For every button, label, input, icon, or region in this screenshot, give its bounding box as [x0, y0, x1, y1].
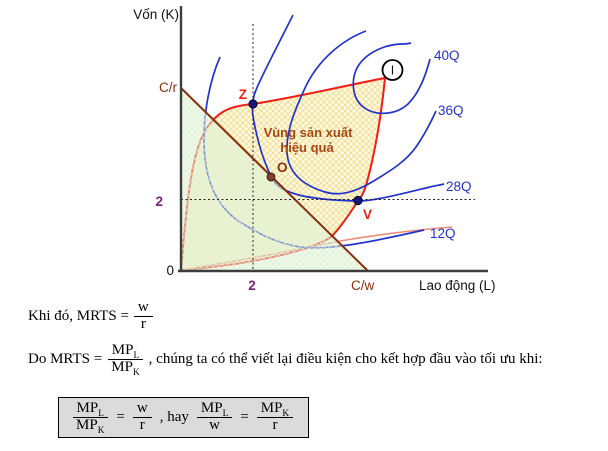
fraction-w-over-r: w r	[133, 299, 153, 333]
point-o-dot	[266, 172, 276, 182]
isoquant-28q-label: 28Q	[446, 179, 472, 194]
fraction-mpl-over-mpk: MPL MPK	[107, 342, 144, 377]
isocost-y-intercept-label: C/r	[159, 80, 178, 95]
isocost-x-intercept-label: C/w	[351, 278, 375, 293]
fraction-w-over-r-boxed: w r	[132, 400, 152, 434]
point-v-label: V	[363, 207, 372, 222]
equals-sign-1: =	[116, 408, 125, 425]
isoquant-40q-curve	[352, 42, 431, 115]
point-z-dot	[248, 99, 258, 109]
efficient-region-label-line2: hiệu quả	[280, 140, 334, 155]
isoquant-12q-label: 12Q	[430, 226, 456, 241]
isoquant-36q-label: 36Q	[438, 103, 464, 118]
efficient-region-label-line1: Vùng sản xuất	[264, 125, 354, 140]
connector-hay: , hay	[159, 408, 189, 425]
optimal-condition-formula-box: MPL MPK = w r , hay MPL w = MPK r	[58, 397, 310, 438]
point-z-label: Z	[239, 87, 247, 102]
point-v-dot	[353, 195, 363, 206]
isoquant-28q-curve	[251, 14, 445, 202]
point-i-label: I	[391, 64, 394, 78]
equation-line-2: Do MRTS = MPL MPK , chúng ta có thể viết…	[28, 342, 543, 377]
line2-text-suffix: , chúng ta có thể viết lại điều kiện cho…	[148, 350, 543, 367]
fraction-mpl-over-mpk-boxed: MPL MPK	[72, 400, 108, 435]
x-tick-label: 2	[248, 278, 256, 293]
equation-line-1: Khi đó, MRTS = w r	[28, 299, 158, 333]
x-axis-label: Lao động (L)	[419, 278, 496, 293]
point-o-label: O	[277, 160, 288, 175]
y-tick-label: 2	[155, 194, 163, 209]
origin-label: 0	[166, 263, 174, 278]
line2-text-prefix: Do MRTS =	[28, 350, 103, 367]
equals-sign-2: =	[240, 408, 249, 425]
y-axis-label: Vốn (K)	[133, 7, 179, 22]
isoquant-ridge-line-diagram: Vốn (K) Lao động (L) 0 C/r C/w 2 2 Z O V…	[133, 6, 496, 293]
isoquant-36q-curve	[286, 30, 437, 195]
fraction-mpl-over-w: MPL w	[196, 400, 233, 434]
point-i-circle	[381, 59, 404, 81]
line1-text: Khi đó, MRTS =	[28, 307, 129, 324]
fraction-mpk-over-r: MPK r	[256, 400, 294, 434]
isoquant-40q-label: 40Q	[434, 48, 460, 63]
